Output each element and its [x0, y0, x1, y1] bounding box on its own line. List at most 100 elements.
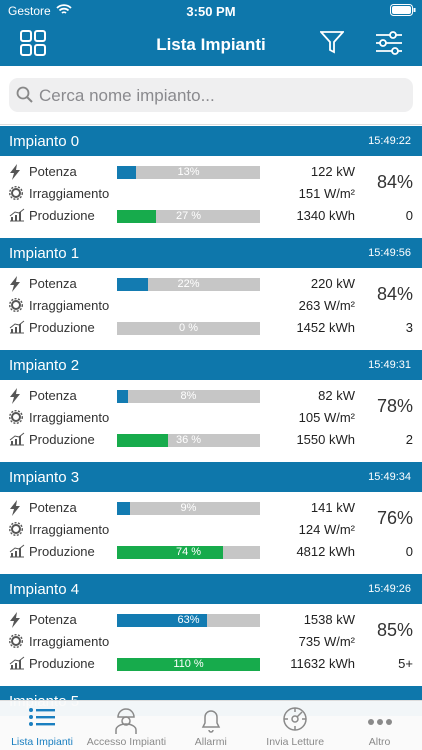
row-value: 1538 kW [303, 612, 355, 627]
progress-bar: 27 % [117, 210, 260, 223]
plant-card: Potenza 1538 kW 63% Irraggiamento 735 W/m² Pr… [0, 604, 422, 687]
top-bar [0, 0, 422, 66]
row-label: Irraggiamento [29, 522, 110, 537]
plant-time: 15:49:31 [368, 359, 411, 371]
row-icon [9, 432, 25, 451]
clock: 3:50 PM [186, 4, 236, 19]
plant-card: Potenza 141 kW 9% Irraggiamento 124 W/m² Prod… [0, 492, 422, 575]
plant-ratio: 85% [376, 620, 413, 640]
row-icon [9, 388, 21, 409]
progress-label: 0 % [179, 322, 198, 334]
row-label: Produzione [29, 544, 95, 559]
plant-alarms: 5+ [398, 656, 413, 671]
row-label: Irraggiamento [29, 634, 110, 649]
progress-bar: 22% [117, 278, 260, 291]
progress-bar: 63% [117, 614, 260, 627]
progress-bar: 9% [117, 502, 260, 515]
plant-name: Impianto 3 [9, 469, 80, 486]
row-value: 141 kW [310, 500, 355, 515]
tab-bar [0, 700, 422, 750]
progress-label: 110 % [173, 658, 204, 670]
progress-fill [117, 210, 156, 223]
plant-alarms: 0 [405, 544, 413, 559]
grid-button[interactable] [20, 30, 46, 56]
row-icon [9, 320, 25, 339]
tab-icon[interactable] [84, 706, 168, 739]
progress-fill [117, 434, 169, 447]
plant-alarms: 2 [405, 432, 413, 447]
row-value: 1340 kWh [296, 208, 355, 223]
tab-label[interactable]: Accesso Impianti [86, 736, 167, 748]
plant-header: Impianto 2 15:49:31 [0, 350, 422, 380]
tab-icon[interactable] [338, 714, 422, 732]
progress-bar: 13% [117, 166, 260, 179]
search-field[interactable] [9, 78, 413, 112]
plant-header: Impianto 3 15:49:34 [0, 462, 422, 492]
progress-bar: 74 % [117, 546, 260, 559]
row-icon [9, 276, 21, 297]
progress-label: 13% [177, 166, 200, 178]
row-label: Potenza [29, 164, 77, 179]
tab-label[interactable]: Altro [368, 736, 391, 748]
row-icon [8, 297, 24, 317]
tab-icon[interactable] [169, 706, 253, 739]
progress-label: 8% [180, 390, 197, 402]
separator [0, 124, 422, 125]
progress-bar: 110 % [117, 658, 260, 671]
wifi-icon [56, 4, 72, 14]
tab-label[interactable]: Lista Impianti [11, 736, 73, 748]
progress-label: 36 % [175, 434, 202, 446]
tab-label[interactable]: Allarmi [194, 736, 227, 748]
row-value: 263 W/m² [298, 298, 355, 313]
search-icon [16, 86, 33, 103]
plant-name: Impianto 0 [9, 133, 80, 150]
progress-bar: 36 % [117, 434, 260, 447]
row-label: Irraggiamento [29, 410, 110, 425]
row-icon [9, 544, 25, 563]
row-value: 1452 kWh [296, 320, 355, 335]
row-value: 151 W/m² [298, 186, 355, 201]
row-label: Potenza [29, 276, 77, 291]
plant-ratio: 78% [376, 396, 413, 416]
row-value: 122 kW [310, 164, 355, 179]
row-value: 124 W/m² [298, 522, 355, 537]
progress-fill [117, 278, 149, 291]
progress-fill [117, 546, 223, 559]
filter-button[interactable] [320, 30, 344, 54]
row-icon [8, 409, 24, 429]
row-value: 4812 kWh [296, 544, 355, 559]
plant-card: Potenza 82 kW 8% Irraggiamento 105 W/m² Produ… [0, 380, 422, 463]
progress-label: 22% [177, 278, 200, 290]
plant-name: Impianto 1 [9, 245, 80, 262]
row-label: Potenza [29, 388, 77, 403]
nav-title: Lista Impianti [156, 35, 266, 54]
progress-fill [117, 390, 129, 403]
progress-label: 9% [180, 502, 197, 514]
tab-icon[interactable] [0, 706, 84, 733]
tab-icon[interactable] [253, 706, 337, 737]
tab-label[interactable]: Invia Letture [266, 736, 325, 748]
row-label: Irraggiamento [29, 186, 110, 201]
search-placeholder: Cerca nome impianto... [39, 86, 215, 105]
row-value: 11632 kWh [290, 656, 355, 671]
row-value: 82 kW [318, 388, 355, 403]
progress-fill [117, 658, 260, 671]
plant-card: Potenza 122 kW 13% Irraggiamento 151 W/m² Pro… [0, 156, 422, 239]
plant-time: 15:49:26 [368, 583, 411, 595]
progress-bar: 8% [117, 390, 260, 403]
row-label: Produzione [29, 656, 95, 671]
plant-ratio: 84% [376, 172, 413, 192]
plant-card: Potenza 220 kW 22% Irraggiamento 263 W/m² Pro… [0, 268, 422, 351]
settings-button[interactable] [375, 31, 403, 55]
row-label: Produzione [29, 208, 95, 223]
row-icon [8, 185, 24, 205]
row-value: 735 W/m² [298, 634, 355, 649]
progress-bar: 0 % [117, 322, 260, 335]
row-label: Irraggiamento [29, 298, 110, 313]
row-icon [9, 612, 21, 633]
progress-fill [117, 614, 208, 627]
progress-label: 74 % [175, 546, 202, 558]
progress-label: 27 % [175, 210, 202, 222]
battery-icon [390, 4, 416, 16]
row-icon [9, 208, 25, 227]
